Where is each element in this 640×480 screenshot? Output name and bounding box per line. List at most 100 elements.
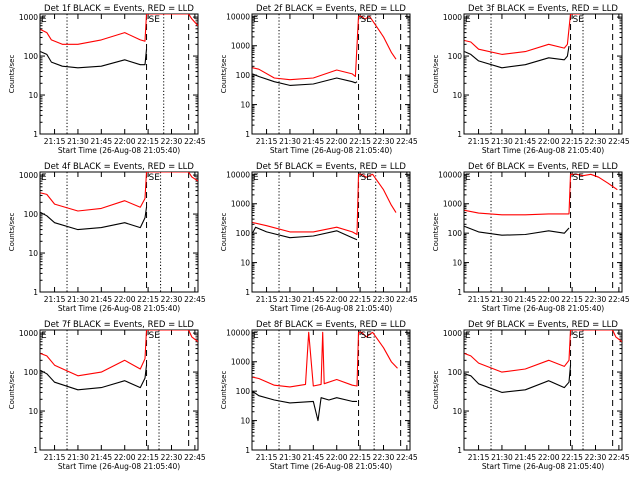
y-axis-label: Counts/sec (220, 213, 228, 252)
x-tick-label: 21:45 (515, 137, 537, 146)
eclipse-marker-se: SE (573, 331, 585, 341)
y-tick-label: 100 (24, 368, 39, 377)
y-tick-label: 1 (33, 288, 38, 297)
x-tick-label: 22:45 (396, 295, 418, 304)
x-tick-label: 21:45 (303, 137, 325, 146)
x-tick-label: 21:45 (91, 295, 113, 304)
x-tick-label: 21:45 (91, 453, 113, 462)
x-axis-label: Start Time (26-Aug-08 21:05:40) (58, 462, 180, 471)
x-tick-label: 21:45 (515, 453, 537, 462)
x-tick-label: 22:00 (538, 137, 560, 146)
y-tick-label: 1 (457, 446, 462, 455)
x-tick-label: 22:45 (184, 137, 206, 146)
panel-title: Det 8f BLACK = Events, RED = LLD (256, 320, 406, 330)
x-tick-label: 22:15 (561, 137, 583, 146)
lld-series (40, 14, 198, 45)
lld-series (464, 14, 580, 55)
events-series (252, 73, 358, 86)
x-tick-label: 22:45 (184, 453, 206, 462)
eclipse-marker-se: SE (361, 15, 373, 25)
y-axis-label: Counts/sec (432, 371, 440, 410)
lld-series (464, 173, 618, 216)
eclipse-marker-e: E (41, 331, 47, 341)
x-tick-label: 22:45 (184, 295, 206, 304)
lld-series (252, 173, 397, 236)
panel-title: Det 7f BLACK = Events, RED = LLD (44, 320, 194, 330)
x-tick-label: 22:30 (161, 137, 183, 146)
x-tick-label: 21:15 (256, 295, 278, 304)
y-tick-label: 1 (33, 446, 38, 455)
x-tick-label: 21:45 (515, 295, 537, 304)
x-tick-label: 22:45 (396, 453, 418, 462)
events-series (252, 390, 357, 422)
eclipse-marker-se: SE (149, 15, 161, 25)
x-tick-label: 22:00 (114, 453, 136, 462)
x-tick-label: 22:30 (161, 295, 183, 304)
y-axis-label: Counts/sec (8, 55, 16, 94)
panel-title: Det 9f BLACK = Events, RED = LLD (468, 320, 618, 330)
x-tick-label: 22:30 (161, 453, 183, 462)
x-axis-label: Start Time (26-Aug-08 21:05:40) (58, 304, 180, 313)
x-tick-label: 22:00 (326, 295, 348, 304)
panel-title: Det 3f BLACK = Events, RED = LLD (468, 4, 618, 14)
plot-frame (251, 329, 411, 451)
x-tick-label: 21:15 (44, 295, 66, 304)
y-tick-label: 1000 (19, 329, 38, 338)
y-axis-label: Counts/sec (8, 213, 16, 252)
eclipse-marker-se: SE (149, 173, 161, 183)
x-tick-label: 22:30 (585, 137, 607, 146)
x-tick-label: 21:30 (491, 295, 513, 304)
x-tick-label: 21:30 (491, 137, 513, 146)
x-tick-label: 22:15 (137, 453, 159, 462)
y-tick-label: 10 (28, 249, 38, 258)
x-tick-label: 21:15 (256, 453, 278, 462)
plot-frame (39, 171, 199, 293)
panel-title: Det 2f BLACK = Events, RED = LLD (256, 4, 406, 14)
x-tick-label: 22:30 (373, 295, 395, 304)
eclipse-marker-se: SE (573, 15, 585, 25)
x-tick-label: 21:30 (67, 137, 89, 146)
eclipse-marker-se: SE (361, 173, 373, 183)
plot-frame (39, 13, 199, 135)
events-series (252, 226, 358, 241)
x-tick-label: 22:15 (137, 295, 159, 304)
y-tick-label: 1 (245, 446, 250, 455)
panel-det-8f: Det 8f BLACK = Events, RED = LLD 1 10 100 10… (220, 320, 418, 471)
x-tick-label: 21:15 (44, 137, 66, 146)
y-tick-label: 100 (236, 387, 251, 396)
x-tick-label: 21:30 (491, 453, 513, 462)
plot-frame (39, 329, 199, 451)
x-tick-label: 22:45 (608, 453, 630, 462)
y-tick-label: 1 (245, 288, 250, 297)
y-tick-label: 10 (240, 101, 250, 110)
y-tick-label: 100 (24, 210, 39, 219)
x-tick-label: 21:45 (303, 453, 325, 462)
x-tick-label: 22:00 (326, 453, 348, 462)
x-tick-label: 22:45 (396, 137, 418, 146)
y-tick-label: 1000 (19, 13, 38, 22)
x-tick-label: 22:15 (137, 137, 159, 146)
eclipse-marker-se: SE (361, 331, 373, 341)
x-tick-label: 22:15 (349, 137, 371, 146)
plot-frame (463, 13, 623, 135)
y-tick-label: 10 (452, 91, 462, 100)
panel-title: Det 6f BLACK = Events, RED = LLD (468, 162, 618, 172)
x-tick-label: 22:30 (585, 453, 607, 462)
x-axis-label: Start Time (26-Aug-08 21:05:40) (58, 146, 180, 155)
y-tick-label: 100 (236, 229, 251, 238)
lld-series (464, 330, 622, 373)
x-tick-label: 22:45 (608, 137, 630, 146)
y-tick-label: 100 (448, 368, 463, 377)
x-tick-label: 21:30 (67, 295, 89, 304)
x-axis-label: Start Time (26-Aug-08 21:05:40) (482, 304, 604, 313)
y-tick-label: 1000 (231, 358, 250, 367)
y-tick-label: 1 (33, 130, 38, 139)
y-tick-label: 10 (240, 417, 250, 426)
y-tick-label: 1 (245, 130, 250, 139)
x-tick-label: 21:45 (91, 137, 113, 146)
y-tick-label: 1000 (443, 329, 462, 338)
eclipse-marker-e: E (253, 15, 259, 25)
panel-det-3f: Det 3f BLACK = Events, RED = LLD 1 10 100 10… (432, 4, 630, 155)
eclipse-marker-e: E (253, 331, 259, 341)
